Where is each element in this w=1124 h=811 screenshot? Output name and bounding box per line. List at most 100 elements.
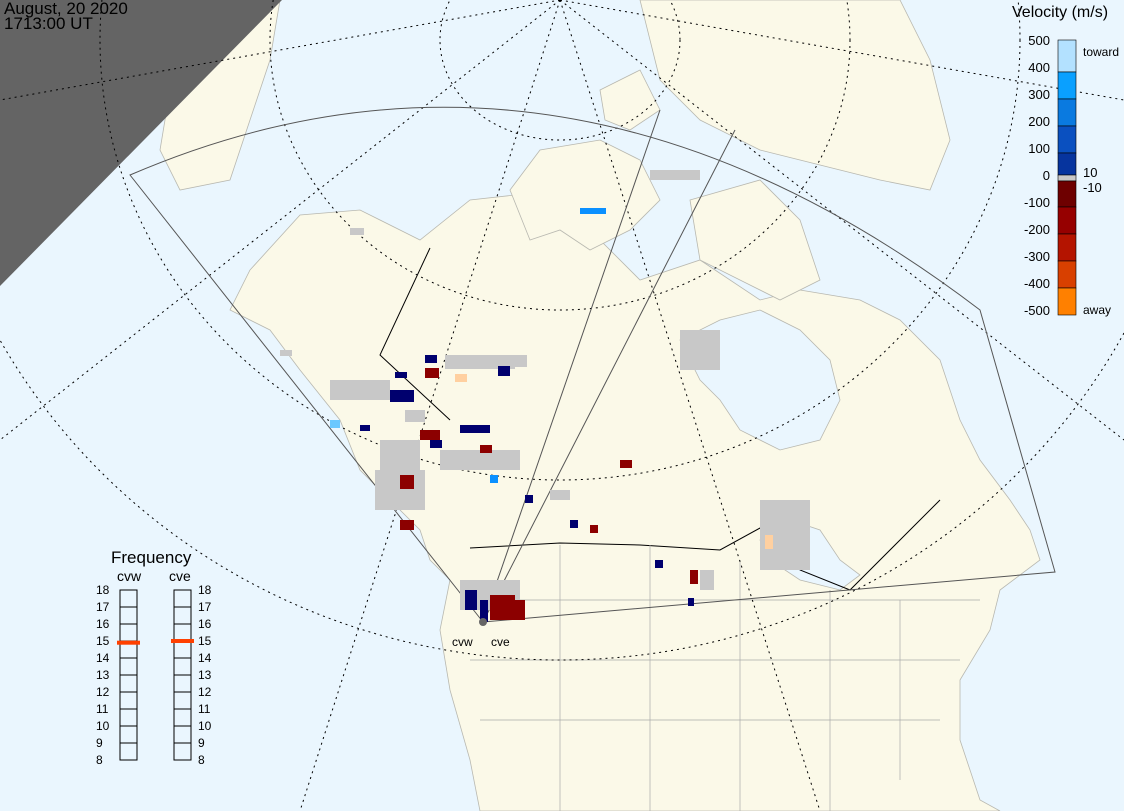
scatter-cell bbox=[400, 520, 414, 530]
scatter-cell bbox=[480, 445, 492, 453]
scatter-cell bbox=[350, 228, 364, 235]
frequency-cell bbox=[119, 674, 138, 693]
frequency-cell bbox=[173, 742, 192, 761]
colorbar-tick: 100 bbox=[1028, 141, 1050, 156]
scatter-cell bbox=[688, 598, 694, 606]
scatter-cell bbox=[455, 374, 467, 382]
colorbar-tick: -300 bbox=[1023, 249, 1050, 264]
frequency-bars bbox=[117, 589, 194, 761]
land-arctic-islands-2 bbox=[599, 69, 661, 131]
frequency-tick-right: 18 bbox=[198, 583, 212, 597]
frequency-tick-right: 11 bbox=[198, 702, 211, 716]
colorbar-tick: -500 bbox=[1023, 303, 1050, 318]
scatter-cell bbox=[550, 490, 570, 500]
colorbar-tick: 500 bbox=[1028, 33, 1050, 48]
toward-label: toward bbox=[1083, 45, 1120, 59]
colorbar-segment bbox=[1057, 206, 1077, 235]
frequency-tick-right: 12 bbox=[198, 685, 212, 699]
site-label-cve: cve bbox=[491, 635, 510, 649]
freq-radar-cvw: cvw bbox=[117, 568, 142, 584]
scatter-cell bbox=[590, 525, 598, 533]
frequency-tick-left: 18 bbox=[96, 583, 110, 597]
scatter-cell bbox=[405, 410, 425, 422]
land-north-america bbox=[229, 189, 1041, 811]
frequency-cell bbox=[119, 708, 138, 727]
velocity-colorbar bbox=[1057, 39, 1077, 316]
scatter-cell bbox=[400, 475, 414, 489]
colorbar-tick: 200 bbox=[1028, 114, 1050, 129]
frequency-tick-right: 15 bbox=[198, 634, 212, 648]
frequency-tick-left: 12 bbox=[96, 685, 110, 699]
scatter-cell bbox=[280, 350, 292, 356]
land-arctic-islands bbox=[509, 139, 661, 251]
frequency-cell bbox=[119, 691, 138, 710]
colorbar-tick: 0 bbox=[1042, 168, 1050, 183]
frequency-cell bbox=[119, 657, 138, 676]
radar-site-marker bbox=[479, 618, 487, 626]
scatter-cell bbox=[655, 560, 663, 568]
night-terminator bbox=[0, 0, 282, 286]
frequency-cell bbox=[119, 725, 138, 744]
colorbar-tick: -200 bbox=[1023, 222, 1050, 237]
frequency-tick-left: 16 bbox=[96, 617, 110, 631]
scatter-cell bbox=[395, 372, 407, 378]
colorbar-segment bbox=[1057, 152, 1077, 176]
scatter-cell bbox=[390, 390, 414, 402]
frequency-cell bbox=[173, 691, 192, 710]
scatter-cell bbox=[330, 420, 340, 428]
scatter-cell bbox=[425, 368, 439, 378]
frequency-cell bbox=[173, 657, 192, 676]
frequency-cell bbox=[119, 589, 138, 608]
inner-label-pos: 10 bbox=[1083, 165, 1098, 180]
frequency-tick-right: 16 bbox=[198, 617, 212, 631]
frequency-marker bbox=[171, 639, 194, 643]
date-label: August, 20 2020 bbox=[4, 0, 128, 18]
frequency-cell bbox=[173, 589, 192, 608]
frequency-tick-left: 10 bbox=[96, 719, 110, 733]
frequency-tick-left: 9 bbox=[96, 736, 103, 750]
colorbar-tick: -100 bbox=[1023, 195, 1050, 210]
frequency-tick-left: 8 bbox=[96, 753, 103, 767]
freq-radar-cve: cve bbox=[169, 568, 191, 584]
frequency-cell bbox=[173, 623, 192, 642]
colorbar-segment bbox=[1057, 71, 1077, 100]
inner-label-neg: -10 bbox=[1083, 180, 1102, 195]
scatter-cell bbox=[330, 380, 390, 400]
frequency-tick-right: 14 bbox=[198, 651, 212, 665]
frequency-cell bbox=[119, 742, 138, 761]
land bbox=[159, 0, 1041, 811]
frequency-tick-right: 8 bbox=[198, 753, 205, 767]
scatter-cell bbox=[440, 450, 520, 470]
colorbar-segment bbox=[1057, 98, 1077, 127]
colorbar-segment bbox=[1057, 174, 1077, 182]
frequency-tick-left: 11 bbox=[96, 702, 109, 716]
scatter-cell bbox=[460, 425, 490, 433]
scatter-cell bbox=[490, 475, 498, 483]
scatter-cell bbox=[680, 330, 720, 370]
frequency-marker bbox=[117, 640, 140, 645]
scatter-cell bbox=[525, 495, 533, 503]
scatter-cell bbox=[700, 570, 714, 590]
colorbar-segment bbox=[1057, 233, 1077, 262]
frequency-tick-left: 17 bbox=[96, 600, 110, 614]
colorbar-tick: 400 bbox=[1028, 60, 1050, 75]
site-label-cvw: cvw bbox=[452, 635, 473, 649]
scatter-cell bbox=[480, 600, 488, 622]
scatter-cell bbox=[425, 355, 437, 363]
frequency-cell bbox=[173, 606, 192, 625]
colorbar-segment bbox=[1057, 287, 1077, 316]
frequency-tick-left: 13 bbox=[96, 668, 110, 682]
land-greenland bbox=[639, 0, 951, 191]
frequency-tick-left: 15 bbox=[96, 634, 110, 648]
frequency-cell bbox=[173, 674, 192, 693]
scatter-cell bbox=[580, 208, 606, 214]
colorbar-tick: -400 bbox=[1023, 276, 1050, 291]
scatter-cell bbox=[420, 430, 440, 440]
frequency-cell bbox=[119, 623, 138, 642]
frequency-tick-right: 17 bbox=[198, 600, 212, 614]
frequency-tick-right: 9 bbox=[198, 736, 205, 750]
scatter-cell bbox=[690, 570, 698, 584]
colorbar-segment bbox=[1057, 180, 1077, 208]
